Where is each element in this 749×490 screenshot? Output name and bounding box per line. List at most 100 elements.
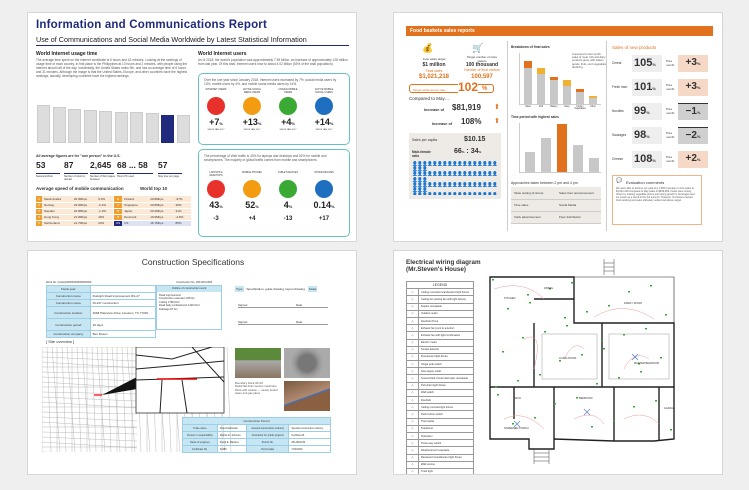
time-bar (573, 144, 583, 172)
box-text: Over the one year since January 2018, In… (204, 78, 337, 86)
breakdown-bar (589, 98, 597, 104)
table-cell: Pete Distribution (216, 424, 248, 432)
outline-item: Cutting 1780.0m3 (159, 300, 180, 304)
item-change: +4 (248, 216, 256, 222)
value-number: 105 (634, 57, 653, 69)
legend-row: ◇ Recessed incandescent light fixture (406, 453, 474, 462)
item-label: TABLET DEVICES (278, 171, 298, 174)
table-row: 4 Hong Kong 21.9Mbps 40% (36, 214, 113, 221)
table-cell: Saudi Arabia (42, 196, 72, 203)
legend-symbol: ◇ (406, 424, 419, 433)
time-bar (525, 151, 535, 172)
legend-row: ◇ Exhaust fan with light combination (406, 331, 474, 340)
photo-curb (235, 348, 281, 378)
value-unit: % (288, 204, 293, 209)
table-cell: Certified A6 (288, 431, 331, 439)
room-label: GARAGE (664, 406, 675, 410)
outline-item: Drainage 87.0m (159, 307, 178, 311)
construction-page: Construction Specifications Work No. (Co… (27, 250, 357, 475)
us-stat-label: Number of visits by domain (64, 175, 86, 181)
value-number: 43 (209, 200, 220, 210)
usage-bar (99, 111, 112, 143)
table-row: Person in responsibility Patrick R. Johns… (182, 431, 331, 439)
food-sales-page: Food baskets sales reports 💰 🛒 June sale… (393, 12, 723, 242)
final-visitors-label: Number of final visitors (464, 68, 500, 72)
legend-symbol: ◇ (406, 324, 419, 333)
legend-symbol: ◇ (406, 439, 419, 448)
final-visitors: 100,597 (471, 74, 493, 80)
legend-row: ◇ Single pole switch (406, 360, 474, 369)
legend-label: Telephone (418, 424, 474, 433)
legend-row: ◇ Smoke detector (406, 345, 474, 354)
us-stat-rule (36, 173, 60, 174)
table-key: Construction name (46, 292, 91, 300)
legend-row: ◇ Electric meter (406, 338, 474, 347)
mobile-icon (279, 97, 297, 115)
new-product-row: Noodles 99% Prev. month −1% (612, 103, 712, 121)
achieve-unit: % (482, 86, 488, 92)
value-number: 99 (634, 105, 647, 117)
item-label: UNIQUE MOBILE USERS (278, 88, 298, 94)
table-cell: US (114, 220, 123, 227)
page-title: Information and Communications Report (36, 19, 268, 31)
legend-label: Recessed incandescent light fixture (418, 453, 474, 462)
money-bag-icon: 💰 (422, 43, 434, 53)
arrow-up-icon: ⬆ (494, 118, 500, 125)
date-label: Date (296, 303, 303, 307)
legend-row: ◇ Telephone (406, 424, 474, 433)
site-map (42, 347, 232, 452)
usage-heading: World Internet usage time (36, 51, 98, 57)
target-label: June sales target (422, 57, 446, 61)
product-name: Fresh ham (612, 85, 628, 89)
legend-label: Weatherproof receptacle (418, 446, 474, 455)
final-sales: $1,021,218 (418, 74, 450, 80)
breakdown-bar (576, 92, 584, 104)
table-cell: Japan (122, 208, 149, 215)
increase-label: Increase of (424, 108, 445, 112)
item-value: 0.14% (307, 200, 341, 210)
item-value: 52% (235, 200, 269, 210)
legend-symbol: ◇ (406, 302, 419, 311)
category-label: Meat (525, 106, 531, 108)
mobile-social-icon (315, 97, 333, 115)
table-cell: Flyer distribution (556, 211, 601, 224)
product-name: Cereal (612, 61, 622, 65)
unit: % (696, 157, 701, 162)
legend-label: Doorbell (418, 395, 474, 405)
photo-note: Work with caution — slowly buried water … (235, 387, 278, 395)
table-cell: Frank E. Mathers (216, 438, 248, 446)
table-row: Construction name Rudolph Road Improvemen… (46, 292, 157, 300)
evaluation-text: We were able to achieve our goal of a 1,… (616, 187, 695, 202)
per-capita-label: Sales per capita (412, 138, 438, 142)
legend-label: Three-way switch (418, 439, 474, 448)
scale-label: Scale (307, 286, 318, 292)
achievement-badge: Target achievement rate 102 % (409, 80, 494, 94)
item-since: SINCE JAN 2017 (279, 129, 297, 131)
table-cell: 2 (36, 202, 42, 209)
breakdown-bar (563, 86, 571, 104)
table-row: Construction company Ben Rosen (46, 330, 157, 338)
page-title: Food baskets sales reports (406, 26, 713, 36)
legend-table: LEGEND ◇ Ceiling mounted incandescent ligh… (406, 280, 474, 474)
legend-row: ◇ Ceiling fan (ceiling fan with light fix… (406, 295, 474, 304)
page-title: Electrical wiring diagram (Mr.Steven's H… (406, 259, 481, 273)
table-cell: 4 (36, 214, 42, 221)
room-label: LIVING ROOM (559, 356, 576, 360)
unit: % (696, 110, 701, 115)
usage-bar (114, 111, 128, 143)
table-cell: 20.2Mbps (148, 208, 174, 215)
date-label: Date (296, 320, 303, 324)
table-cell: Switzerland (42, 220, 72, 227)
legend-label: Smoke detector (418, 345, 474, 354)
us-stat-label: Number of Web pages browsed (90, 175, 115, 181)
arrow-up-icon: ⬆ (494, 104, 500, 111)
us-stat-rule (64, 173, 88, 174)
table-cell: Certificate No. (182, 445, 218, 453)
item-label: ACTIVE SOCIAL MEDIA USERS (242, 88, 262, 94)
table-cell: 20.8Mbps (148, 202, 174, 209)
gamepad-icon (315, 180, 333, 198)
legend-label: Pull-chain light fixture (418, 381, 474, 390)
room-label: MASTER BEDROOM (634, 361, 659, 365)
value-number: +13 (242, 117, 258, 127)
value-unit: % (219, 204, 223, 209)
